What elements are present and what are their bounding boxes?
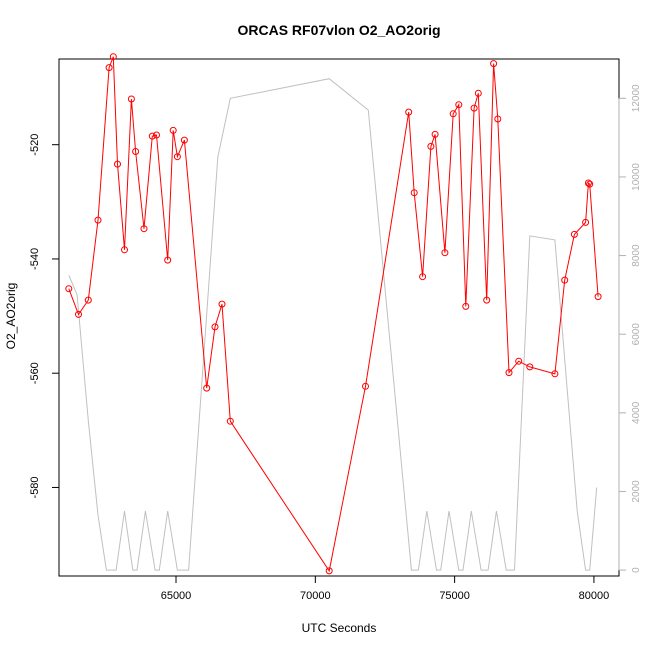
data-point [470, 104, 478, 112]
data-point [218, 300, 226, 308]
data-point [427, 142, 435, 150]
y2-tick-label: 2000 [631, 480, 642, 503]
data-point [180, 136, 188, 144]
primary-series-line [68, 56, 599, 573]
data-point [594, 293, 602, 301]
y2-tick-label: 4000 [631, 401, 642, 424]
secondary-series-line [68, 78, 598, 571]
data-point [551, 370, 559, 378]
data-point [449, 110, 457, 118]
data-point [586, 180, 594, 188]
data-point [505, 369, 513, 377]
axes-layer: 65000 70000 75000 80000 -520 -540 -560 -580 0 200… [29, 84, 642, 602]
x-axis-label: UTC Seconds [302, 621, 377, 635]
data-point [431, 130, 439, 138]
data-point [105, 64, 113, 72]
plot-frame [58, 58, 620, 577]
data-point [84, 296, 92, 304]
y2-tick-label: 10000 [631, 163, 642, 191]
data-point [325, 567, 333, 575]
x-tick-label: 70000 [300, 590, 331, 602]
data-point [132, 148, 140, 155]
data-point [164, 256, 172, 264]
data-point [419, 273, 427, 281]
data-point [169, 126, 177, 134]
data-point [526, 363, 534, 371]
y2-tick-label: 8000 [631, 244, 642, 267]
y-tick-label: -520 [29, 134, 41, 156]
data-point [570, 230, 578, 238]
data-point [203, 384, 211, 392]
data-point [153, 131, 160, 139]
data-point [490, 60, 498, 68]
data-point [121, 246, 128, 254]
x-tick-label: 80000 [579, 590, 610, 602]
x-tick-label: 65000 [161, 590, 192, 602]
data-point [148, 132, 156, 140]
data-point [474, 89, 482, 97]
x-tick-label: 75000 [439, 590, 470, 602]
data-point [584, 179, 592, 187]
chart-title: ORCAS RF07vlon O2_AO2orig [237, 22, 440, 38]
y2-tick-label: 0 [631, 567, 642, 573]
y-tick-label: -560 [29, 362, 41, 384]
data-point [455, 101, 463, 109]
data-point [114, 160, 121, 168]
data-point [173, 153, 181, 161]
y2-tick-label: 12000 [631, 84, 642, 112]
data-point [226, 417, 234, 425]
data-point [405, 108, 413, 116]
data-point [515, 357, 523, 365]
data-point [582, 218, 590, 226]
data-point [94, 216, 102, 224]
data-point [441, 249, 449, 257]
data-point [211, 323, 219, 331]
y-axis-label: O2_AO2orig [4, 283, 18, 350]
data-point [494, 115, 502, 123]
data-point [410, 189, 418, 197]
data-point [140, 225, 148, 233]
y-tick-label: -580 [29, 476, 41, 498]
data-point [462, 302, 470, 310]
data-point [75, 310, 82, 318]
data-point [362, 382, 369, 390]
data-point [483, 296, 491, 304]
data-point [109, 53, 117, 61]
y-tick-label: -540 [29, 248, 41, 270]
series-layer [65, 53, 602, 575]
data-point [127, 95, 135, 103]
data-point [65, 285, 73, 293]
data-point [561, 276, 569, 284]
y2-tick-label: 6000 [631, 323, 642, 346]
